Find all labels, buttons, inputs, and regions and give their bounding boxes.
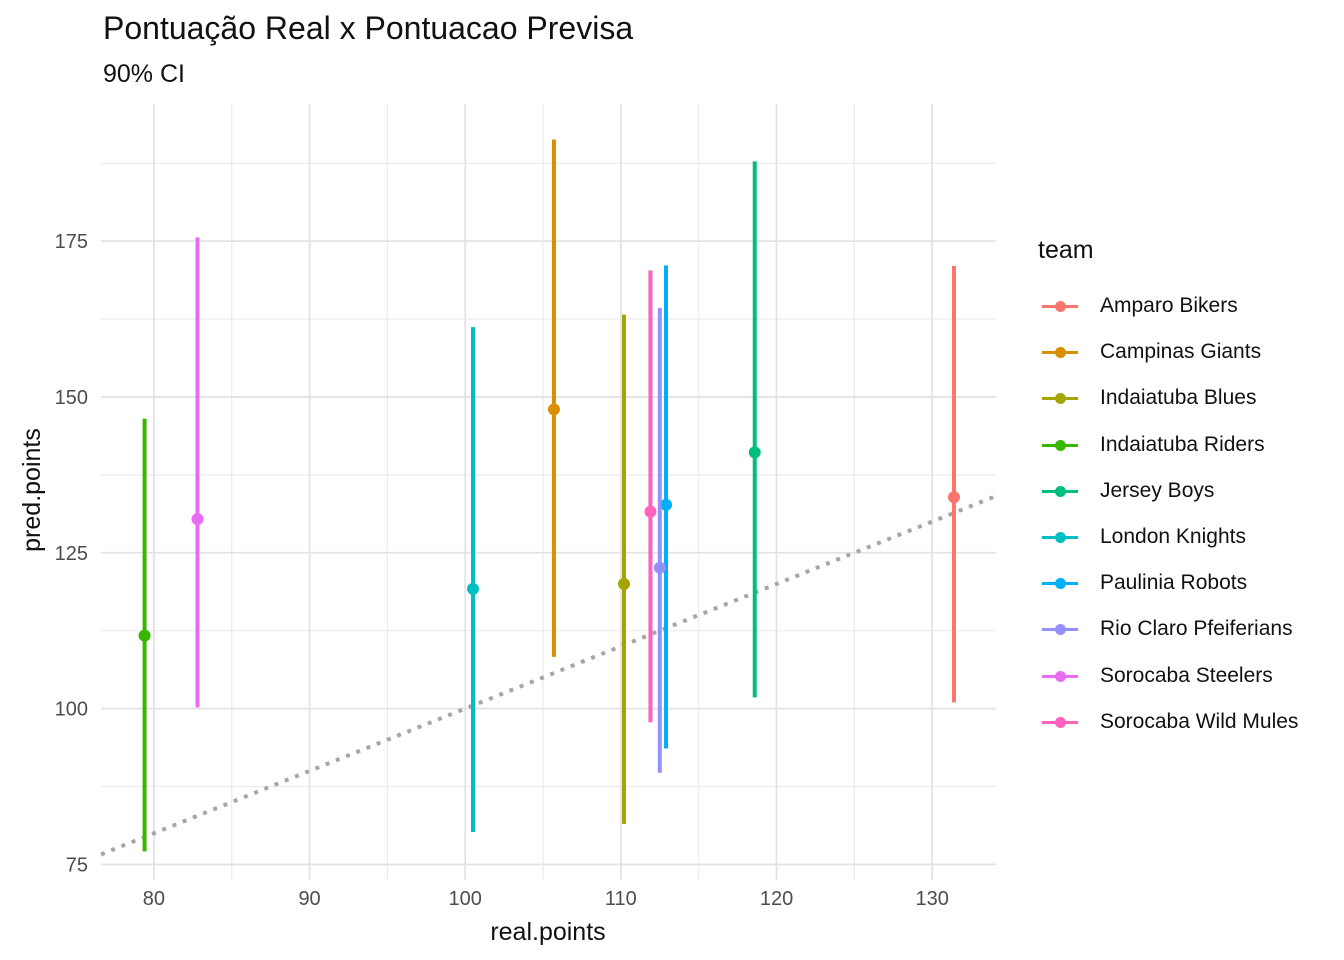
y-tick-label: 175 xyxy=(55,231,88,253)
legend-label: Sorocaba Steelers xyxy=(1100,663,1273,687)
point-range-indaiatuba-riders xyxy=(138,418,151,852)
legend-item-campinas-giants: Campinas Giants xyxy=(1038,329,1298,375)
legend-label: Indaiatuba Blues xyxy=(1100,386,1257,410)
y-tick-label: 100 xyxy=(55,699,88,721)
x-tick-label: 100 xyxy=(449,888,482,910)
legend: team Amparo Bikers Campinas Giants Indaiat… xyxy=(1038,236,1298,745)
point-range-campinas-giants xyxy=(547,139,560,657)
legend-key-icon xyxy=(1038,296,1082,316)
legend-key-icon xyxy=(1038,619,1082,639)
legend-label: Indaiatuba Riders xyxy=(1100,432,1265,456)
legend-item-rio-claro-pfeiferians: Rio Claro Pfeiferians xyxy=(1038,606,1298,652)
chart-title: Pontuação Real x Pontuacao Previsa xyxy=(103,10,634,46)
legend-item-indaiatuba-riders: Indaiatuba Riders xyxy=(1038,422,1298,468)
point-amparo-bikers xyxy=(947,491,960,504)
point-london-knights xyxy=(467,582,480,595)
legend-item-indaiatuba-blues: Indaiatuba Blues xyxy=(1038,375,1298,421)
legend-label: Paulinia Robots xyxy=(1100,571,1248,595)
y-tick-labels: 75 100 125 150 175 xyxy=(55,231,88,876)
legend-item-amparo-bikers: Amparo Bikers xyxy=(1038,283,1298,329)
y-axis-label: pred.points xyxy=(18,428,46,552)
point-range-rio-claro-pfeiferians xyxy=(653,307,666,773)
point-sorocaba-wild-mules xyxy=(644,505,657,518)
legend-key-icon xyxy=(1038,666,1082,686)
y-tick-label: 75 xyxy=(66,854,88,876)
legend-item-paulinia-robots: Paulinia Robots xyxy=(1038,560,1298,606)
chart-subtitle: 90% CI xyxy=(103,60,185,88)
legend-item-sorocaba-wild-mules: Sorocaba Wild Mules xyxy=(1038,699,1298,745)
legend-title: team xyxy=(1038,236,1094,264)
major-grid xyxy=(101,104,996,880)
point-indaiatuba-blues xyxy=(617,577,630,590)
point-jersey-boys xyxy=(748,446,761,459)
legend-item-sorocaba-steelers: Sorocaba Steelers xyxy=(1038,653,1298,699)
x-tick-label: 110 xyxy=(605,888,637,910)
point-range-sorocaba-steelers xyxy=(191,237,204,708)
x-tick-label: 130 xyxy=(915,888,948,910)
point-campinas-giants xyxy=(547,403,560,416)
legend-label: Jersey Boys xyxy=(1100,478,1215,502)
legend-item-jersey-boys: Jersey Boys xyxy=(1038,468,1298,514)
x-axis-label: real.points xyxy=(490,918,605,946)
legend-item-london-knights: London Knights xyxy=(1038,514,1298,560)
y-tick-label: 150 xyxy=(55,387,88,409)
point-range-sorocaba-wild-mules xyxy=(644,270,657,723)
point-range-london-knights xyxy=(467,327,480,833)
y-tick-label: 125 xyxy=(55,543,88,565)
legend-label: Sorocaba Wild Mules xyxy=(1100,709,1299,733)
point-indaiatuba-riders xyxy=(138,629,151,642)
legend-key-icon xyxy=(1038,435,1082,455)
minor-grid xyxy=(101,104,996,880)
point-range-paulinia-robots xyxy=(660,265,673,749)
legend-label: Amparo Bikers xyxy=(1100,294,1238,318)
legend-key-icon xyxy=(1038,527,1082,547)
legend-items: Amparo Bikers Campinas Giants Indaiatuba B… xyxy=(1038,283,1298,745)
reference-line-group xyxy=(100,494,997,857)
reference-line xyxy=(100,494,997,857)
point-rio-claro-pfeiferians xyxy=(653,561,666,574)
x-tick-label: 80 xyxy=(143,888,165,910)
legend-key-icon xyxy=(1038,573,1082,593)
x-tick-label: 90 xyxy=(298,888,320,910)
legend-label: Campinas Giants xyxy=(1100,340,1262,364)
x-tick-label: 120 xyxy=(760,888,793,910)
point-range-indaiatuba-blues xyxy=(617,314,630,824)
x-tick-labels: 80 90 100 110 120 130 xyxy=(143,888,949,910)
legend-key-icon xyxy=(1038,712,1082,732)
legend-key-icon xyxy=(1038,388,1082,408)
legend-label: London Knights xyxy=(1100,525,1246,549)
legend-key-icon xyxy=(1038,481,1082,501)
point-sorocaba-steelers xyxy=(191,513,204,526)
point-range-jersey-boys xyxy=(748,161,761,698)
legend-label: Rio Claro Pfeiferians xyxy=(1100,617,1293,641)
legend-key-icon xyxy=(1038,342,1082,362)
point-range-amparo-bikers xyxy=(947,266,960,703)
point-paulinia-robots xyxy=(660,498,673,511)
data-marks xyxy=(138,139,960,852)
